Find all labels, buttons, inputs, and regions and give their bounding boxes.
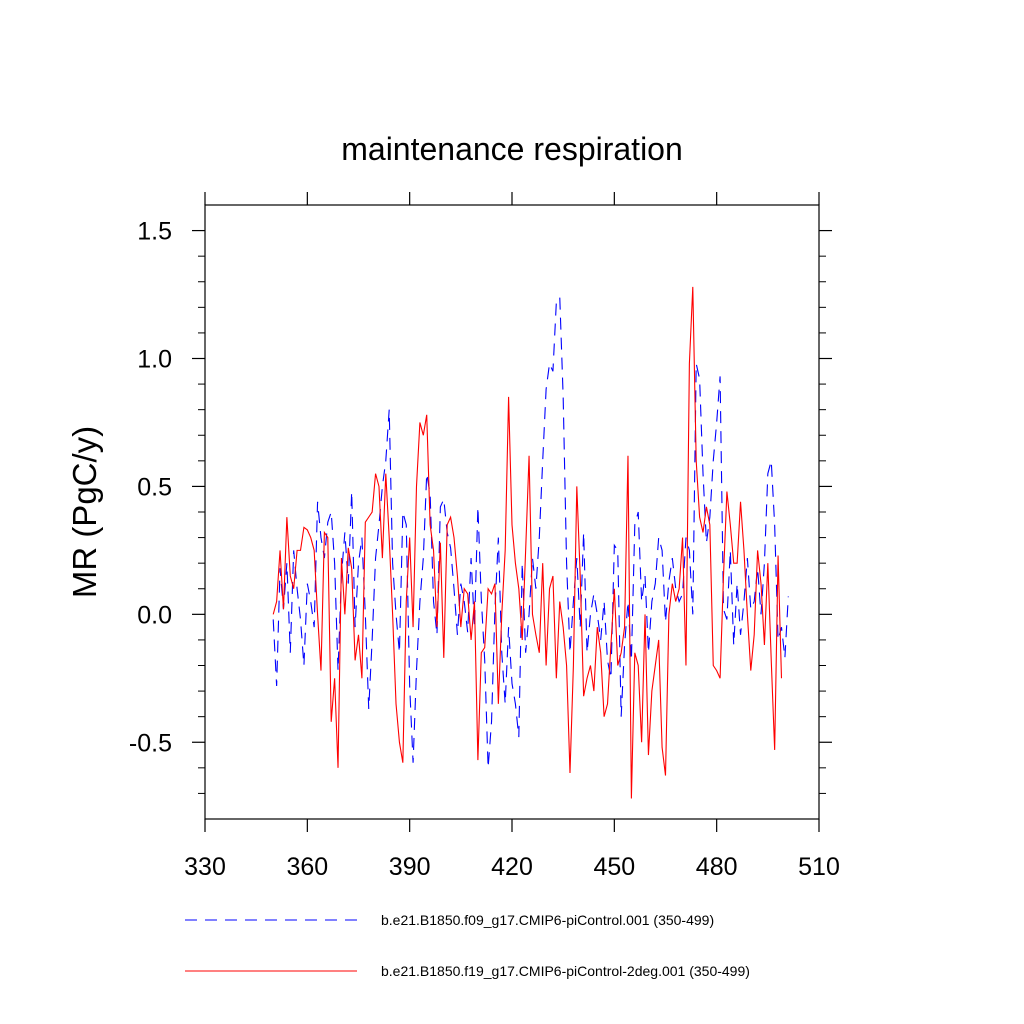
x-tick-label: 330 <box>184 853 226 881</box>
x-tick-label: 390 <box>389 853 431 881</box>
legend-label-1: b.e21.B1850.f09_g17.CMIP6-piControl.001 … <box>381 912 714 928</box>
chart-title: maintenance respiration <box>341 131 683 167</box>
y-tick-label: -0.5 <box>129 729 172 757</box>
legend: b.e21.B1850.f09_g17.CMIP6-piControl.001 … <box>185 912 750 979</box>
x-tick-label: 510 <box>798 853 840 881</box>
x-tick-label: 450 <box>593 853 635 881</box>
y-tick-label: 0.5 <box>137 473 172 501</box>
y-axis-label: MR (PgC/y) <box>66 426 103 598</box>
series-layer <box>272 286 789 799</box>
series-line-2 <box>272 286 783 799</box>
y-tick-label: 1.5 <box>137 218 172 246</box>
x-tick-label: 480 <box>696 853 738 881</box>
y-tick-label: 0.0 <box>137 601 172 629</box>
axes-layer: 330 360 390 420 450 480 510 -0.5 0.0 0.5 1.0 1.5 <box>129 192 840 881</box>
x-tick-label: 360 <box>286 853 328 881</box>
series-line-1 <box>272 295 789 768</box>
x-tick-label: 420 <box>491 853 533 881</box>
y-tick-label: 1.0 <box>137 346 172 374</box>
legend-label-2: b.e21.B1850.f19_g17.CMIP6-piControl-2deg… <box>381 963 750 979</box>
